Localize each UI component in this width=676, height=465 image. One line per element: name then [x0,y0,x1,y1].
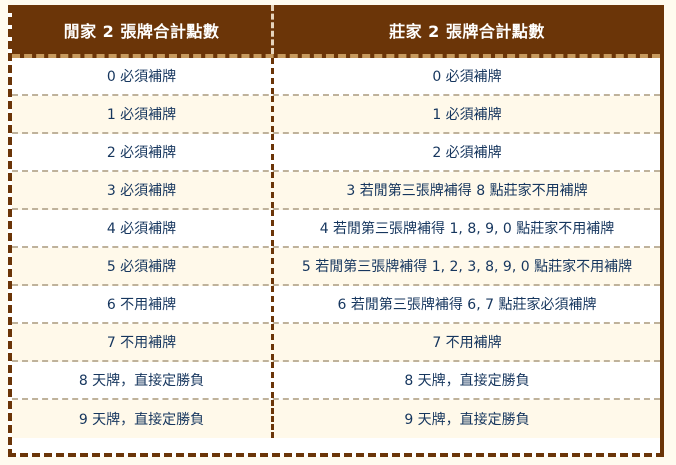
table-row: 3 必須補牌 3 若閒第三張牌補得 8 點莊家不用補牌 [12,172,660,210]
cell-banker-total: 7 不用補牌 [432,335,502,351]
cell-banker-total: 8 天牌，直接定勝負 [404,373,530,389]
table-row: 5 必須補牌 5 若閒第三張牌補得 1, 2, 3, 8, 9, 0 點莊家不用補… [12,248,660,286]
table-row: 6 不用補牌 6 若閒第三張牌補得 6, 7 點莊家必須補牌 [12,286,660,324]
cell-player-total: 7 不用補牌 [12,324,274,360]
table-row: 1 必須補牌 1 必須補牌 [12,96,660,134]
cell-player-total: 6 不用補牌 [12,286,274,322]
cell-banker-total: 1 必須補牌 [432,107,502,123]
table-header-row: 閒家 2 張牌合計點數 莊家 2 張牌合計點數 [12,5,660,58]
cell-player-total: 8 天牌，直接定勝負 [12,362,274,398]
cell-player-total: 4 必須補牌 [12,210,274,246]
cell-banker-total: 0 必須補牌 [432,69,502,85]
cell-player-total: 0 必須補牌 [12,58,274,94]
table-row: 7 不用補牌 7 不用補牌 [12,324,660,362]
table-body: 0 必須補牌 0 必須補牌 1 必須補牌 1 必須補牌 2 必須補牌 2 必須補牌 3 必須… [12,58,660,438]
baccarat-rules-table: 閒家 2 張牌合計點數 莊家 2 張牌合計點數 0 必須補牌 0 必須補牌 1 必須… [8,5,664,457]
cell-player-total: 5 必須補牌 [12,248,274,284]
table-row: 8 天牌，直接定勝負 8 天牌，直接定勝負 [12,362,660,400]
cell-banker-total: 9 天牌，直接定勝負 [404,412,530,428]
cell-player-total: 3 必須補牌 [12,172,274,208]
table-row: 2 必須補牌 2 必須補牌 [12,134,660,172]
table-row: 9 天牌，直接定勝負 9 天牌，直接定勝負 [12,400,660,438]
cell-player-total: 2 必須補牌 [12,134,274,170]
cell-player-total: 9 天牌，直接定勝負 [12,400,274,438]
cell-player-total: 1 必須補牌 [12,96,274,132]
cell-banker-total: 6 若閒第三張牌補得 6, 7 點莊家必須補牌 [337,297,597,313]
cell-banker-total: 5 若閒第三張牌補得 1, 2, 3, 8, 9, 0 點莊家不用補牌 [301,259,633,275]
cell-banker-total: 4 若閒第三張牌補得 1, 8, 9, 0 點莊家不用補牌 [319,221,615,237]
table-row: 0 必須補牌 0 必須補牌 [12,58,660,96]
cell-banker-total: 2 必須補牌 [432,145,502,161]
cell-banker-total: 3 若閒第三張牌補得 8 點莊家不用補牌 [346,183,588,199]
table-row: 4 必須補牌 4 若閒第三張牌補得 1, 8, 9, 0 點莊家不用補牌 [12,210,660,248]
column-header-player: 閒家 2 張牌合計點數 [12,5,274,54]
column-header-banker: 莊家 2 張牌合計點數 [389,21,545,41]
